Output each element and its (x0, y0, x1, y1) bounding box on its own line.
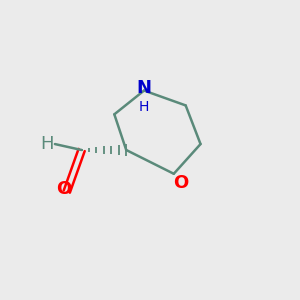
Text: H: H (41, 135, 54, 153)
Text: O: O (174, 174, 189, 192)
Text: N: N (136, 79, 152, 97)
Text: O: O (56, 180, 71, 198)
Text: H: H (139, 100, 149, 114)
